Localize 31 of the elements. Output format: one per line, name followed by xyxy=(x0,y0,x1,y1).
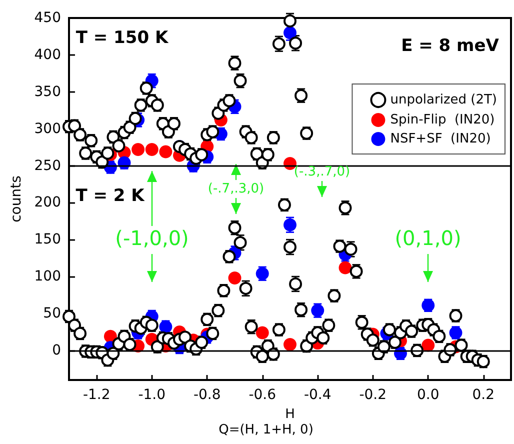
annotation: (-1,0,0) xyxy=(115,226,189,250)
x-tick-label: -1.0 xyxy=(138,387,166,403)
x-tick-label: -0.2 xyxy=(359,387,387,403)
annotation: (-.7,.3,0) xyxy=(208,182,264,196)
y-tick-label: 300 xyxy=(34,120,61,137)
legend-label: unpolarized (2T) xyxy=(390,92,497,108)
y-tick-label: 250 xyxy=(34,158,61,174)
x-tick-label: 0.2 xyxy=(472,387,495,403)
x-tick-label: 0.0 xyxy=(416,387,440,403)
y-tick-label: 200 xyxy=(34,194,61,211)
annotation: T = 150 K xyxy=(76,28,169,48)
text: Q=(H, 1+H, 0) xyxy=(218,422,314,438)
x-tick-label: -0.4 xyxy=(304,387,332,403)
x-tick-label: -0.6 xyxy=(248,387,276,403)
y-tick-label: 0 xyxy=(52,342,61,358)
annotation: (0,1,0) xyxy=(394,226,462,250)
y-tick-label: 100 xyxy=(34,268,61,285)
legend-label: Spin-Flip (IN20) xyxy=(390,112,495,128)
legend-label: NSF+SF (IN20) xyxy=(390,132,491,146)
annotation: E = 8 meV xyxy=(401,36,500,56)
y-tick-label: 350 xyxy=(34,84,61,100)
x-tick-label: -1.2 xyxy=(82,387,110,403)
annotation: T = 2 K xyxy=(76,186,146,206)
x-tick-label: -0.8 xyxy=(193,387,221,403)
y-tick-label: 150 xyxy=(34,232,61,248)
y-tick-label: 450 xyxy=(34,10,61,26)
y-tick-label: 400 xyxy=(34,46,61,63)
y-tick-label: 50 xyxy=(43,306,61,322)
x-axis-title: H xyxy=(285,407,295,422)
y-axis-title: counts xyxy=(8,176,24,222)
annotation: (-.3,.7,0) xyxy=(294,164,350,180)
